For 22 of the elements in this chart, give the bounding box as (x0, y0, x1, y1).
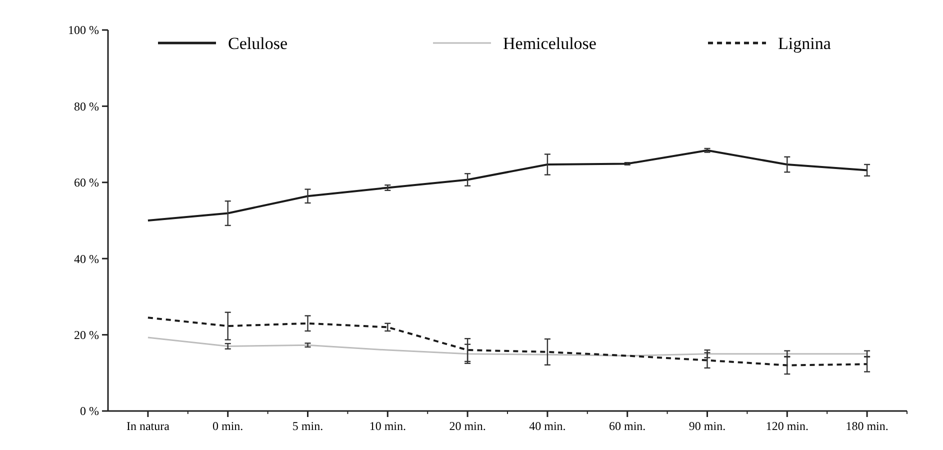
x-tick-label: 180 min. (846, 419, 888, 433)
x-tick-label: 5 min. (292, 419, 324, 433)
x-tick-label: 60 min. (609, 419, 646, 433)
y-tick-label: 20 % (74, 328, 99, 342)
legend-label: Hemicelulose (503, 34, 596, 53)
x-tick-label: 120 min. (766, 419, 808, 433)
line-series (146, 149, 868, 222)
x-tick-label: 40 min. (529, 419, 566, 433)
y-tick-label: 40 % (74, 252, 99, 266)
x-tick-label: 0 min. (212, 419, 244, 433)
y-tick-label: 80 % (74, 99, 99, 114)
x-tick-label: In natura (126, 419, 170, 433)
line-series (146, 316, 868, 366)
y-tick-label: 100 % (68, 23, 99, 38)
legend-label: Celulose (228, 34, 288, 53)
legend-label: Lignina (778, 34, 832, 53)
y-tick-label: 60 % (74, 176, 99, 190)
x-tick-label: 20 min. (449, 419, 486, 433)
x-tick-label: 10 min. (369, 419, 406, 433)
x-tick-label: 90 min. (688, 419, 726, 433)
line-series (147, 336, 868, 357)
y-tick-label: 0 % (80, 404, 99, 418)
